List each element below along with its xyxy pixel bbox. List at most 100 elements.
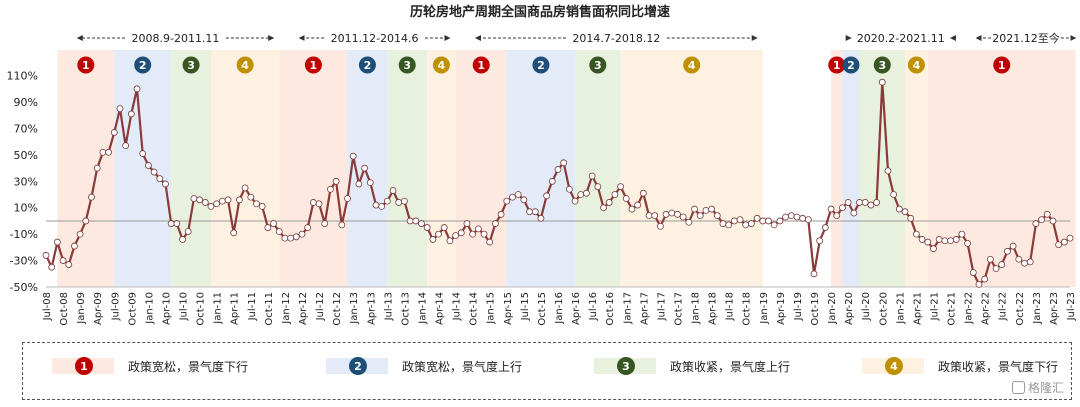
x-tick-label: Oct-21 [947, 292, 958, 326]
y-tick-label: 110% [7, 70, 38, 83]
data-point [247, 193, 255, 201]
data-point [253, 200, 260, 208]
data-point [344, 195, 351, 202]
watermark-logo-icon [1011, 381, 1025, 394]
phase-badge-circle [589, 56, 607, 74]
x-tick-label: Apr-16 [571, 292, 582, 325]
y-tick-label: 30% [14, 175, 38, 188]
data-point [639, 189, 647, 197]
data-point [162, 180, 169, 188]
data-point [531, 208, 539, 216]
phase-badge-circle [907, 56, 925, 74]
phase-badge-label: 4 [241, 59, 249, 72]
x-tick-label: Jan-17 [622, 292, 633, 325]
data-point [366, 179, 374, 187]
data-point [702, 206, 710, 214]
phase-badge-circle [77, 56, 95, 74]
data-point [577, 191, 585, 198]
x-tick-label: Apr-23 [1049, 292, 1060, 325]
phase-badge-label: 3 [403, 59, 411, 72]
data-point [770, 221, 778, 229]
axes: 110% 90% 70% 50% 30% 10% -10% -30% -50% Jul-08 Oct… [7, 70, 1077, 326]
y-tick-label: -10% [10, 228, 38, 241]
data-point [133, 85, 141, 93]
phase-band [210, 50, 280, 287]
x-tick-label: Jul-12 [315, 292, 326, 321]
phase-band [279, 50, 348, 287]
data-point [913, 230, 920, 238]
data-point [190, 195, 198, 202]
data-point [76, 230, 84, 238]
y-tick-label: 90% [14, 96, 38, 109]
data-point [389, 187, 397, 194]
x-tick-label: Apr-18 [708, 292, 719, 325]
data-point [150, 168, 158, 176]
legend-label-2: 政策宽松，景气度上行 [402, 359, 523, 374]
x-tick-label: Jan-14 [417, 292, 428, 325]
data-point [492, 220, 499, 227]
x-tick-label: Oct-14 [469, 292, 480, 326]
legend-badge-2: 2 [349, 357, 367, 375]
data-point [725, 221, 733, 229]
data-point [930, 245, 937, 253]
data-point [543, 192, 551, 200]
legend-item-1: 1 政策宽松，景气度下行 [52, 355, 248, 377]
x-tick-label: Oct-08 [59, 292, 70, 326]
data-point [372, 201, 380, 209]
x-tick-label: Apr-09 [93, 292, 104, 325]
data-point [275, 228, 283, 235]
data-point [1032, 220, 1040, 227]
phase-band [455, 50, 507, 287]
data-point [287, 234, 295, 242]
phase-badge-label: 3 [187, 59, 195, 72]
x-tick-label: Jul-11 [247, 292, 258, 321]
data-point [1004, 247, 1011, 255]
x-tick-label: Jul-10 [179, 292, 190, 321]
x-tick-label: Jul-21 [929, 292, 940, 321]
data-point [571, 197, 579, 205]
x-tick-label: Jan-21 [895, 292, 906, 325]
x-tick-label: Jan-22 [964, 292, 975, 325]
data-point [514, 191, 522, 198]
watermark: 格隆汇 [1011, 379, 1064, 396]
data-point [548, 177, 556, 185]
phase-badge-circle [683, 56, 701, 74]
data-point [679, 213, 687, 221]
data-point [833, 212, 841, 220]
data-point [827, 205, 835, 213]
data-point [782, 213, 789, 221]
chart-plot: 历轮房地产周期全国商品房销售面积同比增速 110% 90% 70% 50% 30% 10%… [7, 4, 1077, 326]
phase-band [620, 50, 763, 287]
x-tick-label: Jan-11 [213, 292, 224, 325]
data-point [116, 105, 124, 113]
phase-badge-label: 3 [878, 59, 886, 72]
data-point [1060, 238, 1068, 246]
data-point [457, 229, 465, 237]
data-point [99, 148, 107, 156]
phase-badge-label: 1 [310, 59, 318, 72]
data-point [463, 220, 471, 227]
data-point [668, 209, 676, 217]
data-point [969, 269, 977, 276]
data-point [1055, 241, 1063, 249]
data-point [565, 185, 573, 193]
data-point [298, 230, 306, 238]
x-tick-label: Apr-12 [298, 292, 309, 325]
data-point [224, 196, 232, 204]
data-point [583, 189, 590, 197]
x-tick-label: Apr-20 [844, 292, 855, 325]
data-point [878, 78, 886, 86]
legend-badge-3: 3 [617, 357, 635, 375]
x-tick-label: Oct-13 [400, 292, 411, 326]
data-point [503, 197, 511, 205]
x-tick-label: Oct-11 [264, 292, 275, 326]
data-point [617, 183, 624, 190]
phase-badge-circle [828, 56, 846, 74]
phase-band [831, 50, 843, 287]
x-tick-label: Jan-20 [827, 292, 838, 325]
data-point [82, 217, 90, 225]
phase-badge-circle [873, 56, 891, 74]
data-point [787, 212, 795, 220]
data-point [964, 239, 971, 247]
data-point [179, 236, 186, 243]
